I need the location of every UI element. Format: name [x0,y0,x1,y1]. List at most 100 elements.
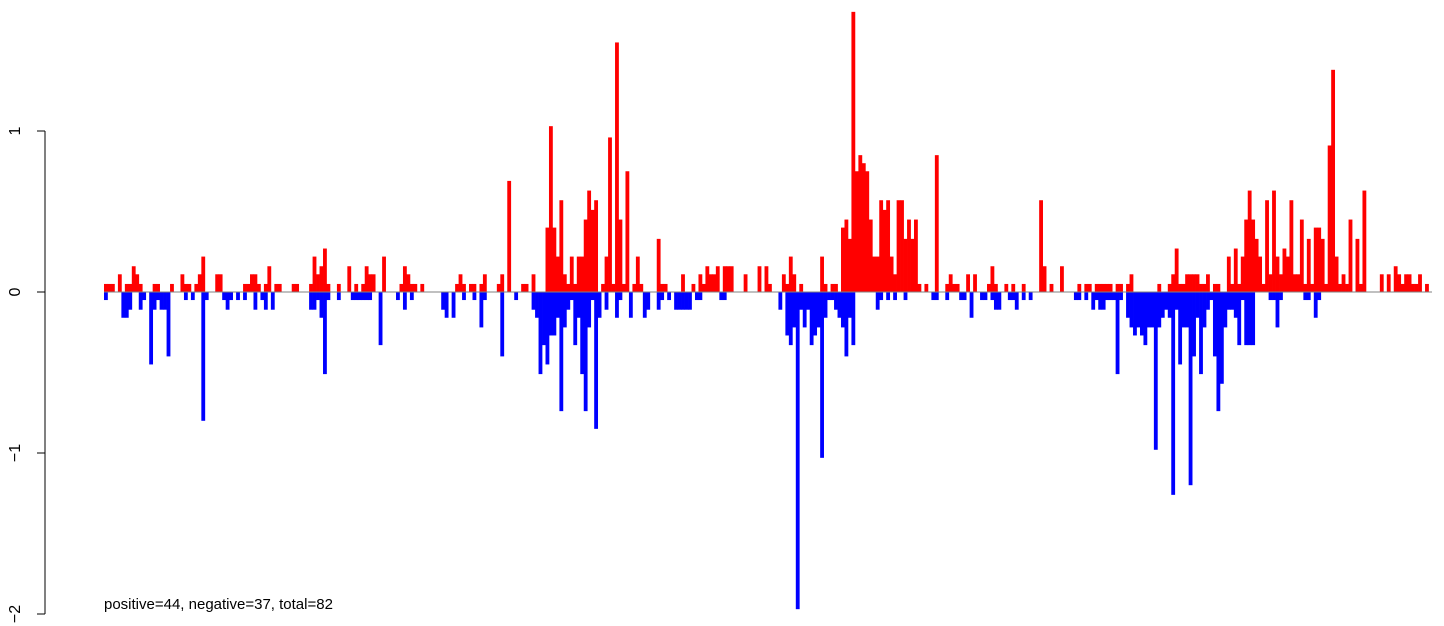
negative-bar [1317,292,1322,301]
positive-bar [611,283,616,292]
negative-bar [1119,292,1123,301]
negative-bar [628,292,633,318]
positive-bar [559,200,564,292]
positive-bar [1167,283,1172,292]
positive-bar [1313,227,1318,292]
negative-bar [962,292,967,301]
positive-bar [1087,283,1092,292]
negative-bar [1171,292,1176,495]
positive-bar [903,238,908,292]
positive-bar [1126,283,1130,292]
positive-bar [462,283,466,292]
negative-bar [1275,292,1280,328]
positive-bar [882,209,887,292]
negative-bar [674,292,678,310]
negative-bar [1157,292,1162,328]
negative-bar [201,292,206,421]
positive-bar [1414,283,1419,292]
negative-bar [1216,292,1221,412]
positive-bar [128,283,133,292]
negative-bar [121,292,126,318]
positive-bar [1327,145,1332,292]
negative-bar [1247,292,1252,346]
positive-bar [1292,274,1297,292]
negative-bar [604,292,609,310]
positive-bar [896,200,901,292]
positive-bar [156,283,160,292]
negative-bar [816,292,821,328]
positive-bar [587,190,592,292]
negative-bar [124,292,129,318]
positive-bar [1320,238,1325,292]
positive-bar [865,171,870,292]
negative-bar [980,292,984,301]
positive-bar [1348,219,1353,292]
positive-bar [138,283,143,292]
positive-bar [632,283,637,292]
positive-bar [277,283,282,292]
negative-bar [451,292,456,318]
positive-bar [1174,248,1179,292]
negative-bar [222,292,227,301]
positive-bar [347,266,352,292]
positive-bar [788,256,793,292]
y-tick-label: 1 [7,126,24,135]
positive-bar [660,283,665,292]
positive-bar [583,219,588,292]
negative-bar [1212,292,1217,357]
positive-bar [973,274,977,292]
negative-bar [698,292,703,301]
negative-bar [253,292,258,310]
negative-bar [1146,292,1151,328]
positive-bar [354,283,359,292]
positive-bar [1237,283,1242,292]
positive-bar [545,227,550,292]
negative-bar [514,292,519,301]
negative-bar [312,292,317,310]
negative-bar [844,292,849,357]
positive-bar [496,283,501,292]
positive-bar [656,238,661,292]
positive-bar [1407,274,1412,292]
negative-bar [562,292,567,328]
positive-bar [1226,256,1231,292]
positive-bar [712,274,717,292]
y-tick-label: −1 [7,444,24,462]
negative-bar [361,292,366,301]
negative-bar [677,292,682,310]
positive-bar [406,274,411,292]
positive-bar [215,274,220,292]
negative-bar [583,292,588,412]
positive-bar [1331,69,1336,292]
positive-bar [194,283,199,292]
negative-bar [1098,292,1103,310]
negative-bar [152,292,157,310]
positive-bar [708,274,713,292]
positive-bar [757,266,762,292]
y-axis: −2 −1 0 1 [7,126,46,623]
negative-bar [1153,292,1158,450]
negative-bar [806,292,811,310]
negative-bar [229,292,233,301]
positive-bar [104,283,108,292]
negative-bar [1279,292,1283,301]
positive-bar [768,283,772,292]
positive-bar [1310,283,1315,292]
negative-bar [1105,292,1110,301]
negative-bar [260,292,265,301]
negative-bar [792,292,797,328]
negative-bar [694,292,699,301]
positive-bar [861,163,866,292]
positive-bar [945,283,950,292]
positive-bar [364,266,369,292]
negative-bar [1084,292,1089,301]
negative-bar [587,292,592,328]
negative-bar [590,292,595,301]
positive-bar [604,256,609,292]
negative-bar [1199,292,1203,375]
positive-bar [1195,274,1200,292]
negative-bar [795,292,800,610]
negative-bar [993,292,998,310]
negative-bar [323,292,327,375]
positive-bar [729,266,734,292]
